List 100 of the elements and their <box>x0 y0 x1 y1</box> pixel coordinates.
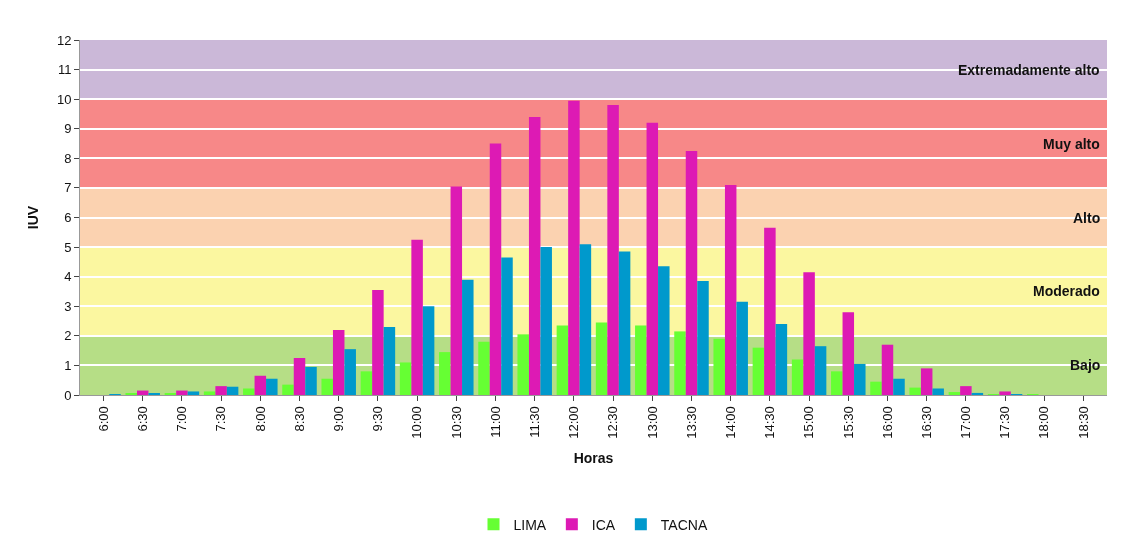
bar <box>635 325 647 395</box>
bar <box>752 347 765 395</box>
bar <box>215 386 227 395</box>
x-tick-label: 12:30 <box>605 406 621 439</box>
bar <box>948 392 961 395</box>
bar <box>618 251 631 395</box>
bar <box>775 324 788 395</box>
bar <box>462 279 474 395</box>
bar <box>854 363 866 395</box>
bar <box>360 371 373 395</box>
bar <box>674 331 686 395</box>
bar <box>697 281 709 395</box>
bar <box>960 386 972 395</box>
bar <box>579 244 592 395</box>
y-tick-label: 6 <box>64 210 72 226</box>
bar <box>556 325 569 395</box>
x-tick-label: 7:00 <box>174 406 190 432</box>
y-tick-label: 3 <box>64 298 72 314</box>
bar <box>293 358 306 395</box>
bar <box>321 378 333 395</box>
bar <box>870 381 882 395</box>
bar <box>803 272 815 395</box>
y-tick-label: 5 <box>64 239 72 255</box>
band-label: Muy alto <box>1043 136 1100 152</box>
x-tick-label: 15:00 <box>801 406 817 439</box>
bar <box>399 362 412 395</box>
bar <box>932 388 944 395</box>
y-tick-label: 10 <box>56 91 72 107</box>
bar <box>478 341 490 395</box>
bar <box>713 338 725 395</box>
y-tick-label: 0 <box>64 387 72 403</box>
x-tick-label: 13:30 <box>683 406 699 439</box>
bar <box>971 392 984 395</box>
x-tick-label: 14:00 <box>722 406 738 439</box>
bar <box>646 122 659 395</box>
y-tick-label: 9 <box>64 121 72 137</box>
x-tick-label: 16:30 <box>918 406 934 439</box>
bar <box>517 334 529 395</box>
bar <box>266 378 278 395</box>
bar <box>383 326 396 395</box>
bar <box>658 266 670 395</box>
bar <box>501 257 513 395</box>
y-tick-label: 11 <box>57 62 72 78</box>
y-tick-label: 8 <box>64 150 72 166</box>
bar <box>791 359 804 395</box>
bar <box>411 239 423 395</box>
bar <box>909 387 921 395</box>
x-tick-label: 8:30 <box>291 406 307 432</box>
bar <box>344 349 356 395</box>
bar <box>489 143 502 395</box>
bar <box>568 100 580 395</box>
x-axis-title: Horas <box>573 450 614 467</box>
bar <box>422 306 435 395</box>
x-tick-label: 18:00 <box>1036 406 1052 439</box>
x-tick-label: 12:00 <box>566 406 582 439</box>
x-tick-label: 14:30 <box>762 406 778 439</box>
bar <box>203 391 216 395</box>
x-tick-label: 17:00 <box>958 406 974 439</box>
bar <box>332 329 345 395</box>
bar <box>176 390 188 395</box>
bar <box>439 352 451 395</box>
x-tick-label: 11:30 <box>526 406 542 438</box>
bar <box>540 247 552 395</box>
x-tick-label: 8:00 <box>252 406 268 432</box>
x-tick-label: 15:30 <box>840 406 856 439</box>
bar <box>607 105 619 395</box>
bar <box>842 312 855 395</box>
bar <box>372 289 384 395</box>
x-tick-label: 18:30 <box>1075 406 1091 439</box>
bar <box>814 346 827 395</box>
y-tick-label: 2 <box>64 328 72 344</box>
bar <box>831 371 843 395</box>
x-tick-label: 9:00 <box>330 406 346 432</box>
band-label: Moderado <box>1033 283 1100 299</box>
bar <box>595 322 608 395</box>
bar <box>685 150 698 395</box>
bar <box>999 391 1011 395</box>
bar <box>724 184 737 395</box>
x-tick-label: 6:30 <box>134 406 150 432</box>
x-tick-label: 16:00 <box>879 406 895 439</box>
bar <box>893 378 905 395</box>
y-axis-title: IUV <box>24 205 41 230</box>
band-label: Extremadamente alto <box>958 62 1100 78</box>
bar <box>736 301 748 395</box>
x-tick-label: 13:00 <box>644 406 660 439</box>
x-tick-label: 9:30 <box>370 406 386 432</box>
bar <box>450 186 463 395</box>
bar <box>254 375 267 395</box>
x-tick-label: 10:00 <box>409 406 425 439</box>
bar <box>764 227 776 395</box>
bar <box>528 116 541 395</box>
band-label: Alto <box>1073 210 1101 226</box>
x-tick-label: 10:30 <box>448 406 464 439</box>
bar <box>243 388 255 395</box>
x-tick-label: 6:00 <box>95 406 111 432</box>
bar <box>226 386 239 395</box>
bar <box>920 368 933 395</box>
bar <box>187 391 200 395</box>
x-tick-label: 11:00 <box>487 406 503 438</box>
bar <box>282 384 294 395</box>
